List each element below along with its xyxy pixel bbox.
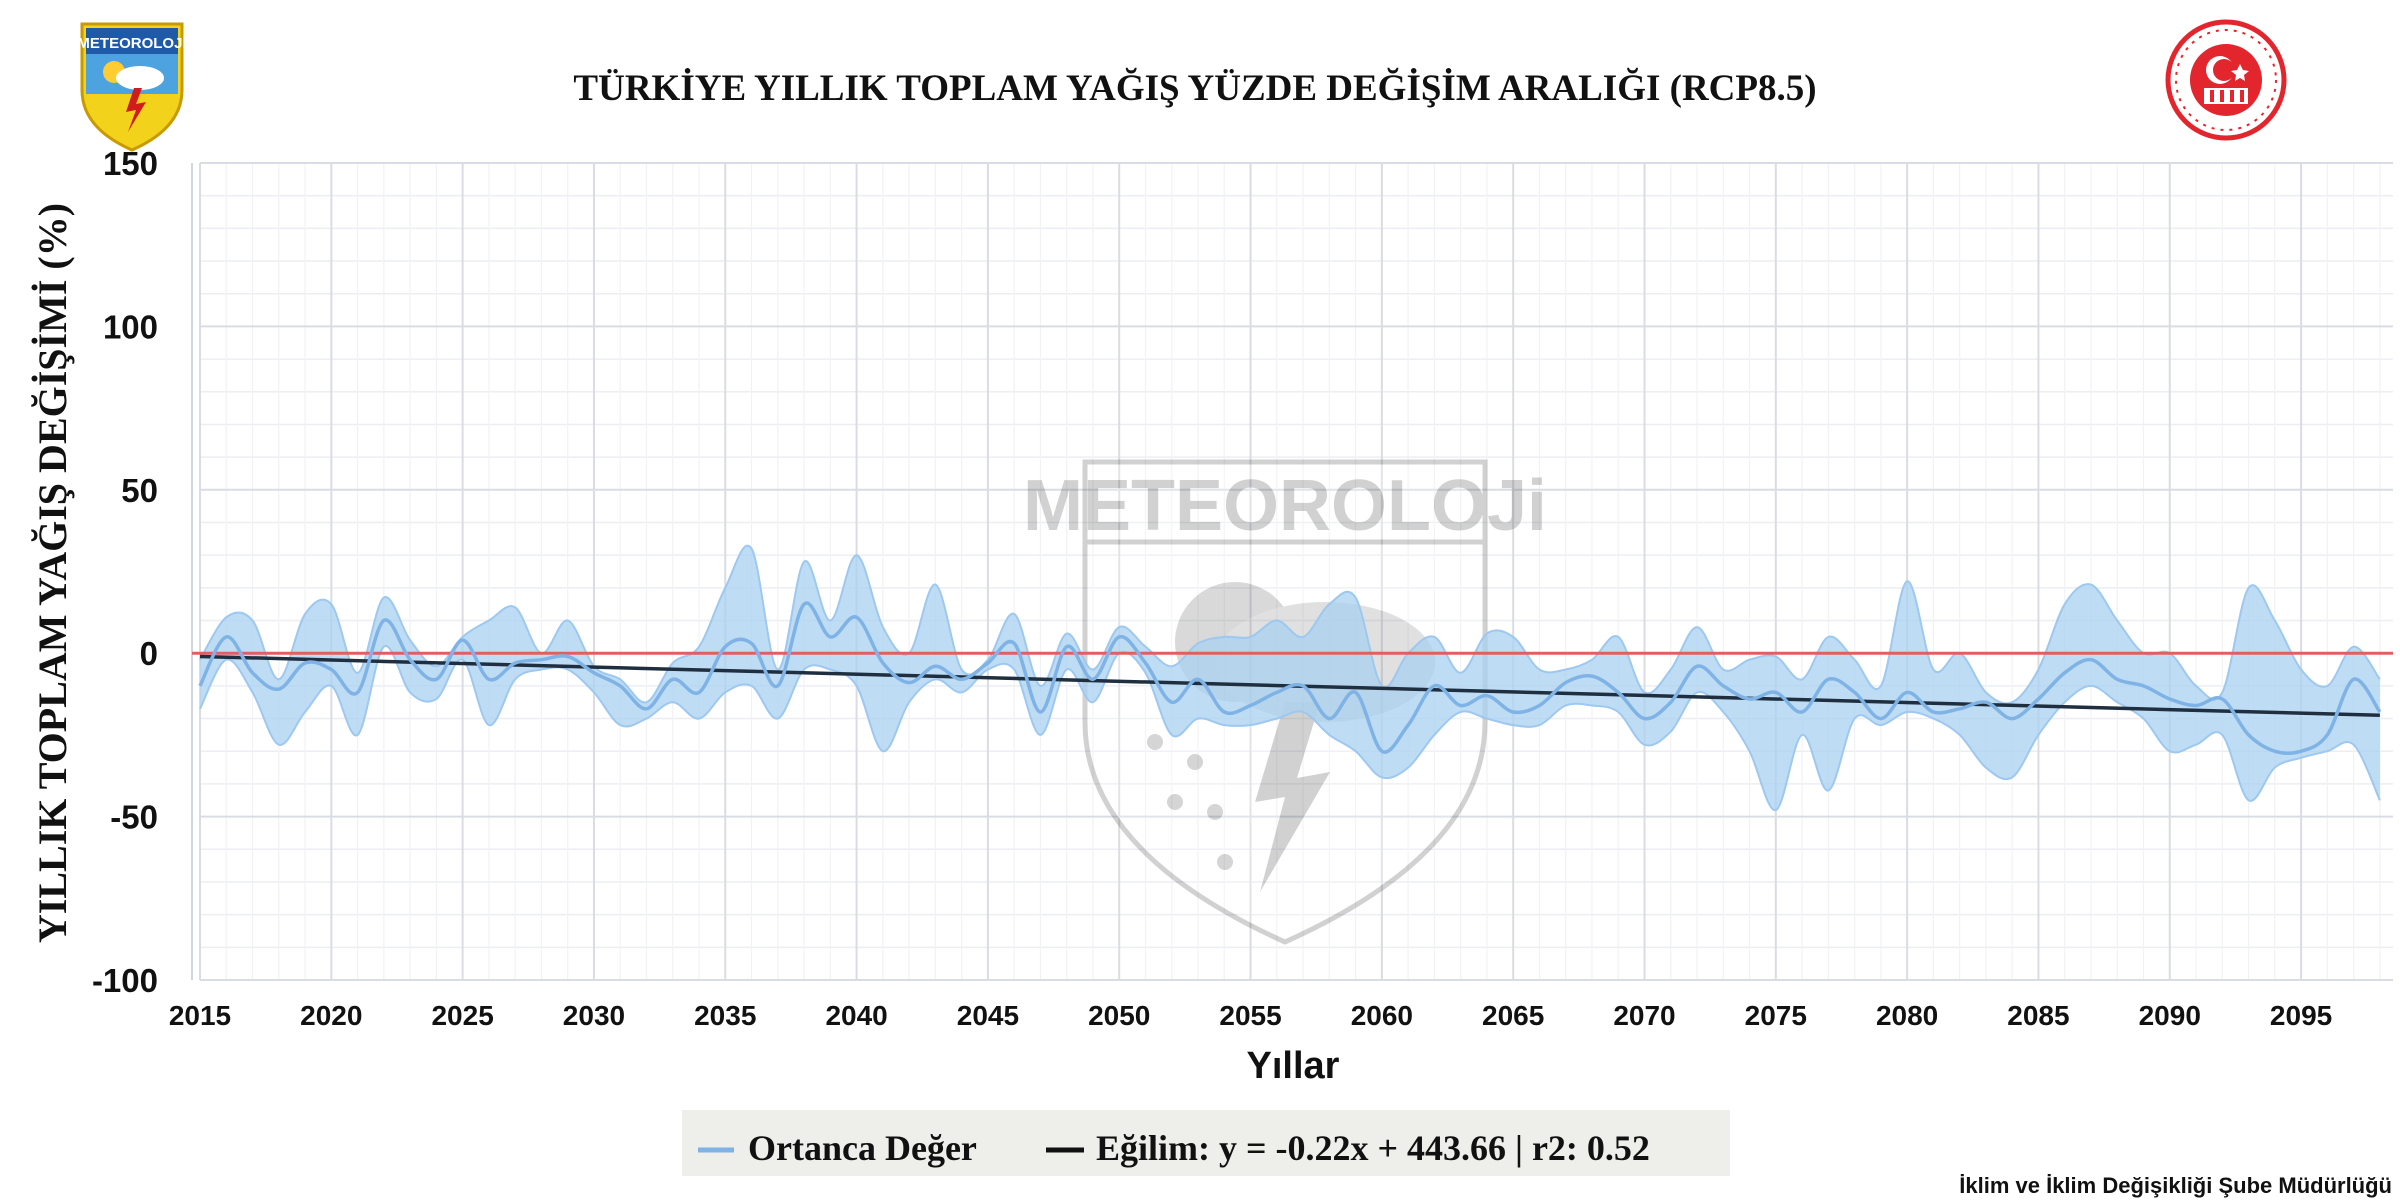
- x-tick-label: 2045: [957, 1000, 1019, 1031]
- x-tick-label: 2060: [1351, 1000, 1413, 1031]
- y-axis-label: YILLIK TOPLAM YAĞIŞ DEĞİŞİMİ (%): [30, 203, 75, 943]
- x-tick-label: 2090: [2139, 1000, 2201, 1031]
- median-line: [198, 601, 2382, 756]
- x-tick-label: 2070: [1613, 1000, 1675, 1031]
- range-band-area: [200, 545, 2380, 811]
- chart-title: TÜRKİYE YILLIK TOPLAM YAĞIŞ YÜZDE DEĞİŞİ…: [573, 66, 1816, 109]
- x-tick-label: 2065: [1482, 1000, 1544, 1031]
- watermark-text: METEOROLOJi: [1023, 466, 1547, 546]
- x-tick-label: 2025: [431, 1000, 493, 1031]
- legend-median-label: Ortanca Değer: [748, 1128, 977, 1168]
- x-tick-label: 2050: [1088, 1000, 1150, 1031]
- x-tick-label: 2075: [1745, 1000, 1807, 1031]
- x-tick-label: 2095: [2270, 1000, 2332, 1031]
- x-tick-label: 2085: [2007, 1000, 2069, 1031]
- major-gridlines: [191, 162, 2393, 981]
- legend: Ortanca Değer Eğilim: y = -0.22x + 443.6…: [682, 1110, 1730, 1176]
- x-tick-labels: 2015 2020 2025 2030 2035 2040 2045 2050 2055 2060…: [169, 1000, 2332, 1031]
- x-tick-label: 2030: [563, 1000, 625, 1031]
- y-tick-label: 0: [140, 635, 158, 672]
- x-tick-label: 2080: [1876, 1000, 1938, 1031]
- y-tick-labels: 150 100 50 0 -50 -100: [92, 145, 158, 999]
- x-tick-label: 2015: [169, 1000, 231, 1031]
- x-axis-label: Yıllar: [1247, 1045, 1340, 1087]
- x-tick-label: 2035: [694, 1000, 756, 1031]
- y-tick-label: -50: [110, 799, 158, 836]
- y-tick-label: 150: [103, 145, 158, 182]
- y-tick-label: -100: [92, 962, 158, 999]
- x-tick-label: 2055: [1219, 1000, 1281, 1031]
- legend-trend-label: Eğilim: y = -0.22x + 443.66 | r2: 0.52: [1096, 1128, 1650, 1168]
- x-tick-label: 2020: [300, 1000, 362, 1031]
- logo-text: METEOROLOJi: [77, 35, 186, 52]
- meteoroloji-logo: METEOROLOJi: [77, 22, 187, 152]
- y-tick-label: 100: [103, 308, 158, 345]
- legend-background: [682, 1110, 1730, 1176]
- footer-credit: İklim ve İklim Değişikliği Şube Müdürlüğ…: [1959, 1173, 2392, 1198]
- ministry-emblem: [2165, 19, 2287, 141]
- upper-range-line: [199, 544, 2381, 705]
- series-lines: [192, 601, 2393, 756]
- y-tick-label: 50: [121, 472, 158, 509]
- x-tick-label: 2040: [825, 1000, 887, 1031]
